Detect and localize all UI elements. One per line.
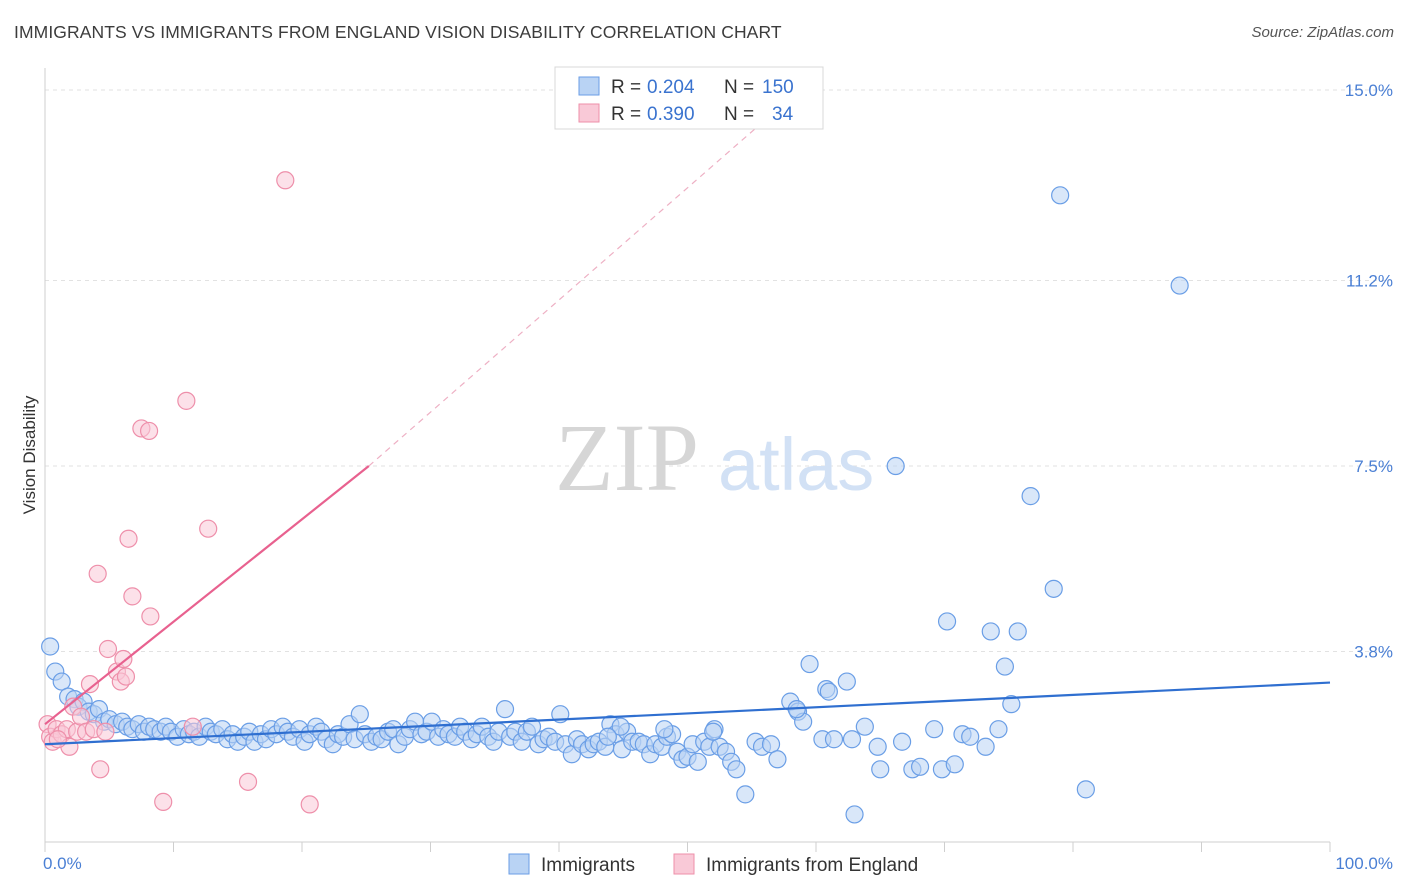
y-tick-label: 11.2% <box>1346 272 1393 291</box>
legend-r-value: 0.390 <box>647 104 695 125</box>
data-point <box>655 720 674 739</box>
data-point <box>495 700 515 719</box>
x-tick-label: 100.0% <box>1335 854 1393 873</box>
source-credit: Source: ZipAtlas.com <box>1251 24 1394 41</box>
data-point <box>768 750 787 769</box>
data-point <box>154 792 173 811</box>
data-point <box>842 730 862 749</box>
legend-n-label: N = <box>724 104 754 125</box>
data-point <box>350 705 369 724</box>
legend-r-label: R = <box>611 77 641 98</box>
legend-swatch-immigrants <box>578 76 600 96</box>
data-point <box>824 730 844 749</box>
data-point <box>80 674 100 694</box>
data-point <box>961 727 980 746</box>
data-point <box>1021 487 1040 506</box>
legend-n-value: 34 <box>772 104 794 125</box>
legend-n-label: N = <box>724 77 754 98</box>
data-point <box>892 732 912 751</box>
data-point <box>96 722 115 741</box>
data-point <box>1002 695 1021 714</box>
x-tick-label: 0.0% <box>43 854 82 873</box>
data-point <box>199 519 218 538</box>
series-england <box>38 171 319 814</box>
data-point <box>855 717 874 736</box>
watermark-zip: ZIP <box>555 404 699 511</box>
bottom-legend-label-england: Immigrants from England <box>706 855 918 876</box>
data-point <box>183 717 202 736</box>
data-point <box>937 612 957 631</box>
data-point <box>1170 276 1189 295</box>
legend-swatch-england <box>578 103 600 123</box>
legend-box <box>554 66 824 130</box>
data-point <box>598 727 617 746</box>
legend: R = 0.204 N = 150 R = 0.390 N = 34 <box>554 66 824 130</box>
trend-line-immigrants <box>44 681 1331 746</box>
grid-lines <box>45 89 1392 653</box>
x-tick-labels: 0.0% 100.0% <box>43 854 1393 873</box>
data-point <box>141 607 160 626</box>
data-point <box>139 421 159 441</box>
data-point <box>114 649 133 669</box>
data-point <box>116 667 136 686</box>
data-point <box>276 171 295 190</box>
data-point <box>88 564 107 583</box>
y-tick-label: 15.0% <box>1345 81 1393 100</box>
data-point <box>736 785 755 804</box>
data-point <box>300 795 319 814</box>
y-axis-title: Vision Disability <box>20 395 39 514</box>
data-point <box>52 672 71 691</box>
data-point <box>995 657 1014 676</box>
y-tick-label: 3.8% <box>1354 643 1393 662</box>
legend-r-label: R = <box>611 104 641 125</box>
data-point <box>704 722 723 741</box>
bottom-legend: Immigrants Immigrants from England <box>508 853 918 876</box>
data-point <box>1076 780 1095 799</box>
y-tick-label: 7.5% <box>1354 457 1393 476</box>
data-point <box>989 720 1008 739</box>
data-point <box>1044 579 1063 598</box>
data-point <box>98 639 118 659</box>
data-point <box>868 737 887 756</box>
data-point <box>761 735 781 754</box>
data-point <box>688 752 707 771</box>
data-point <box>238 772 258 791</box>
data-point <box>41 637 60 656</box>
data-point <box>925 720 944 739</box>
chart-title: IMMIGRANTS VS IMMIGRANTS FROM ENGLAND VI… <box>14 22 782 42</box>
bottom-legend-swatch-immigrants <box>508 853 530 875</box>
data-point <box>611 717 630 736</box>
data-point <box>1051 186 1070 205</box>
trend-line-england <box>44 465 370 726</box>
watermark-atlas: atlas <box>718 423 874 506</box>
data-point <box>837 672 856 691</box>
data-point <box>71 707 91 726</box>
data-point <box>119 529 138 548</box>
axes <box>44 68 1331 852</box>
data-point <box>177 391 196 410</box>
y-tick-labels: 3.8% 7.5% 11.2% 15.0% <box>1345 81 1393 661</box>
bottom-legend-label-immigrants: Immigrants <box>541 855 635 876</box>
data-point <box>1008 622 1027 641</box>
legend-n-value: 150 <box>762 77 794 98</box>
data-point <box>981 622 1000 641</box>
data-point <box>945 755 964 774</box>
legend-r-value: 0.204 <box>647 77 695 98</box>
data-point <box>871 760 890 779</box>
data-point <box>522 717 542 736</box>
data-point <box>727 760 746 779</box>
data-point <box>91 760 110 779</box>
data-point <box>845 805 864 824</box>
data-point <box>123 587 142 606</box>
trend-extension-england <box>368 69 823 467</box>
data-point <box>800 654 819 674</box>
data-point <box>976 737 995 756</box>
trend-lines <box>44 69 1331 746</box>
bottom-legend-swatch-england <box>673 853 695 875</box>
data-point <box>819 682 838 701</box>
data-point <box>886 456 905 476</box>
data-point <box>48 730 67 749</box>
data-point <box>910 757 930 776</box>
